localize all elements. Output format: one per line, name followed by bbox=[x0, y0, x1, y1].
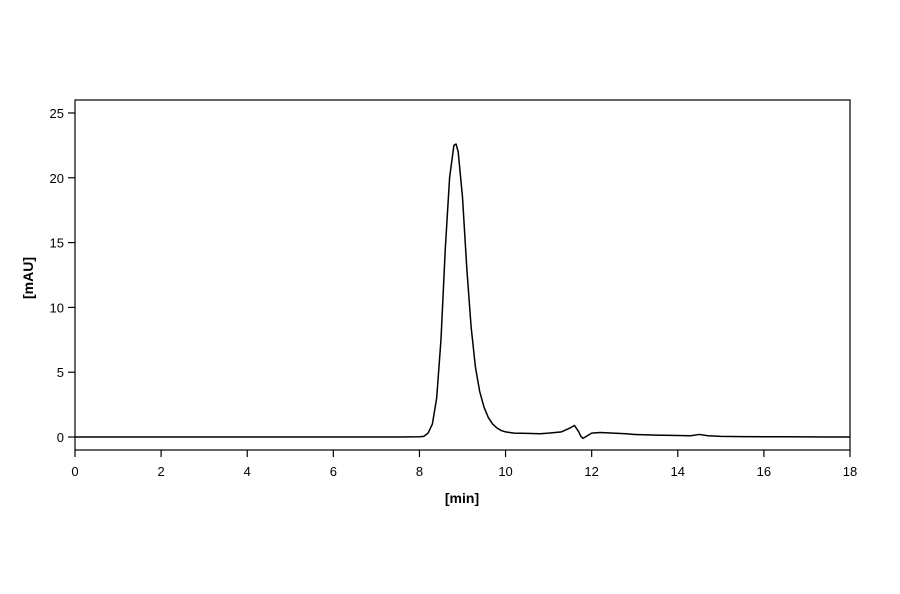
y-axis: 0 5 10 15 20 25 bbox=[50, 106, 75, 445]
y-tick-label: 5 bbox=[57, 365, 64, 380]
y-tick-label: 10 bbox=[50, 300, 64, 315]
x-tick-label: 18 bbox=[843, 464, 857, 479]
x-tick-label: 0 bbox=[71, 464, 78, 479]
x-tick-label: 16 bbox=[757, 464, 771, 479]
y-axis-label: [mAU] bbox=[20, 257, 36, 299]
x-tick-label: 10 bbox=[498, 464, 512, 479]
x-axis: 0 2 4 6 8 10 12 14 16 18 bbox=[71, 450, 857, 479]
x-tick-label: 4 bbox=[244, 464, 251, 479]
x-tick-label: 2 bbox=[157, 464, 164, 479]
x-tick-label: 14 bbox=[671, 464, 685, 479]
x-axis-label: [min] bbox=[445, 490, 479, 506]
y-tick-label: 25 bbox=[50, 106, 64, 121]
y-tick-label: 0 bbox=[57, 430, 64, 445]
x-tick-label: 6 bbox=[330, 464, 337, 479]
chromatogram-trace bbox=[75, 143, 850, 440]
y-tick-label: 15 bbox=[50, 236, 64, 251]
x-tick-label: 12 bbox=[584, 464, 598, 479]
plot-frame bbox=[74, 99, 851, 451]
x-tick-label: 8 bbox=[416, 464, 423, 479]
y-tick-label: 20 bbox=[50, 171, 64, 186]
